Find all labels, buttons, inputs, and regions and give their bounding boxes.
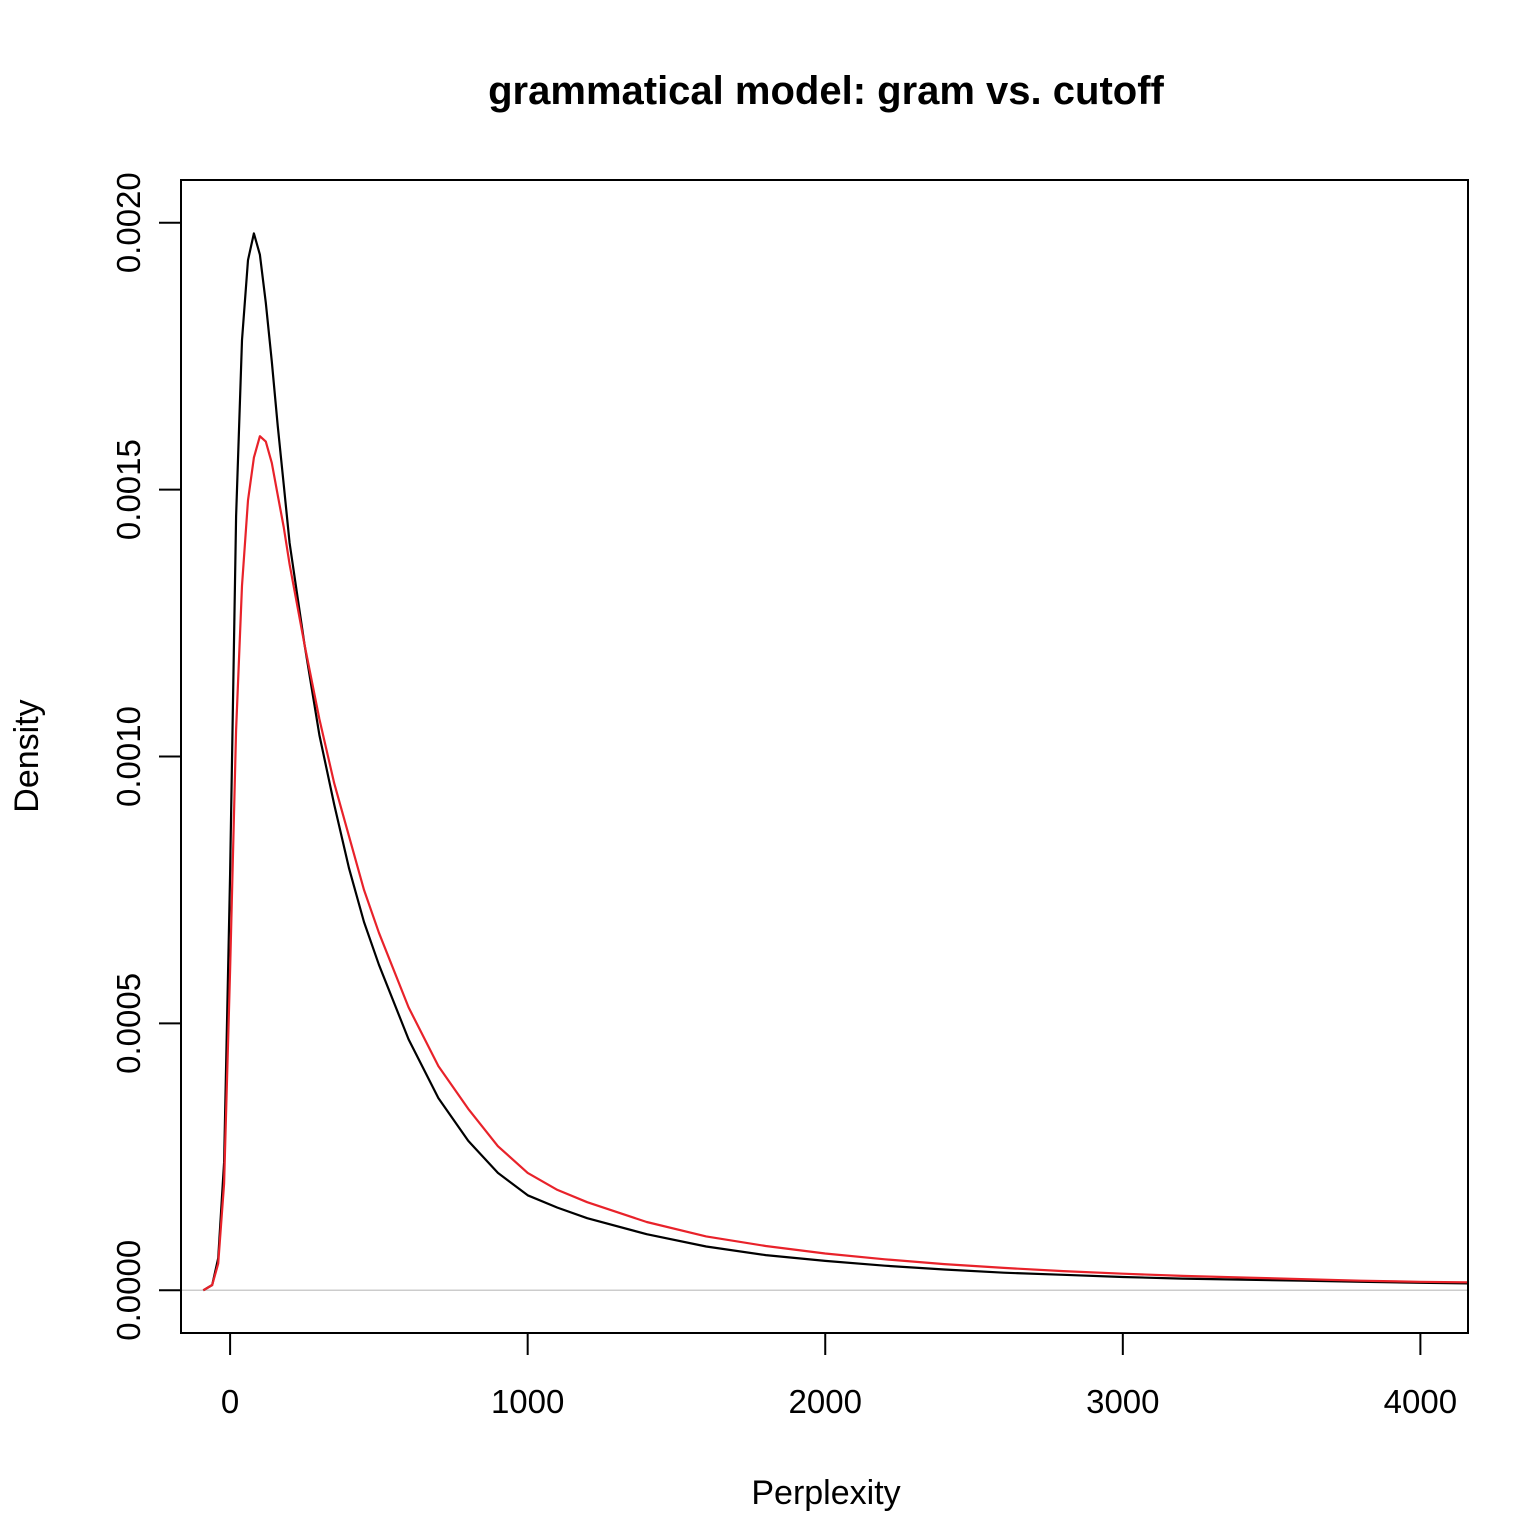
y-axis-label: Density xyxy=(8,699,46,812)
series-layer xyxy=(202,232,1469,1292)
y-tick-label: 0.0015 xyxy=(110,439,147,540)
y-tick-label: 0.0000 xyxy=(110,1240,147,1341)
x-tick-label: 2000 xyxy=(789,1383,862,1420)
chart-title: grammatical model: gram vs. cutoff xyxy=(488,69,1164,113)
series-line-2 xyxy=(202,435,1469,1292)
x-tick-label: 4000 xyxy=(1384,1383,1457,1420)
plot-frame xyxy=(180,179,1469,1334)
y-tick-label: 0.0010 xyxy=(110,706,147,807)
x-tick-label: 3000 xyxy=(1086,1383,1159,1420)
x-tick-label: 0 xyxy=(221,1383,239,1420)
x-axis: 0 1000 2000 3000 4000 xyxy=(221,1332,1457,1420)
x-axis-label: Perplexity xyxy=(751,1474,900,1512)
x-tick-label: 1000 xyxy=(491,1383,564,1420)
y-tick-label: 0.0005 xyxy=(110,973,147,1074)
y-tick-label: 0.0020 xyxy=(110,172,147,273)
series-line-1 xyxy=(202,232,1469,1292)
